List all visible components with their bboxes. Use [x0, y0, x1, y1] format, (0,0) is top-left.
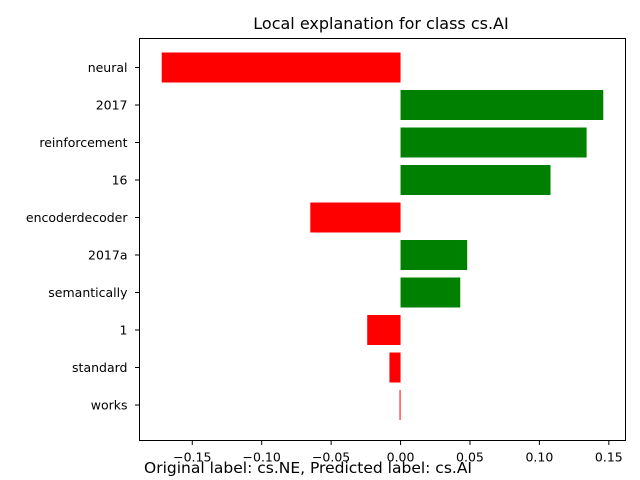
bar-encoderdecoder [310, 202, 401, 233]
bar-2017a [400, 240, 468, 270]
x-tick-label: 0.10 [525, 450, 553, 465]
x-axis: −0.15 −0.10 −0.05 0.00 0.05 0.10 0.15 [173, 440, 623, 465]
y-tick-label: encoderdecoder [26, 210, 128, 225]
bar-1 [367, 315, 401, 345]
x-tick-label: −0.05 [312, 450, 350, 465]
y-tick-label: standard [72, 360, 127, 375]
bar-works [399, 390, 401, 420]
x-tick-label: 0.05 [456, 450, 484, 465]
y-tick-label: 16 [112, 173, 128, 188]
y-axis: neural 2017 reinforcement 16 encoderdecoder 2… [26, 60, 140, 413]
bar-reinforcement [400, 127, 587, 158]
bar-16 [400, 165, 551, 195]
plot-frame [139, 38, 626, 441]
y-tick-label: semantically [48, 285, 128, 300]
y-tick-label: neural [88, 60, 128, 75]
x-tick-label: 0.00 [387, 450, 415, 465]
y-tick-label: 1 [120, 323, 128, 338]
y-tick-label: works [91, 398, 128, 413]
bar-2017 [400, 90, 604, 120]
prediction-caption: Original label: cs.NE, Predicted label: … [144, 459, 473, 477]
bar-standard [389, 352, 401, 383]
chart-title: Local explanation for class cs.AI [253, 14, 508, 33]
y-tick-label: reinforcement [39, 135, 127, 150]
x-tick-label: −0.15 [173, 450, 211, 465]
y-tick-label: 2017 [96, 98, 128, 113]
bar-semantically [400, 277, 461, 308]
x-tick-label: 0.15 [595, 450, 623, 465]
bars-layer [161, 52, 604, 420]
bar-neural [161, 52, 401, 83]
x-tick-label: −0.10 [243, 450, 281, 465]
y-tick-label: 2017a [88, 248, 127, 263]
